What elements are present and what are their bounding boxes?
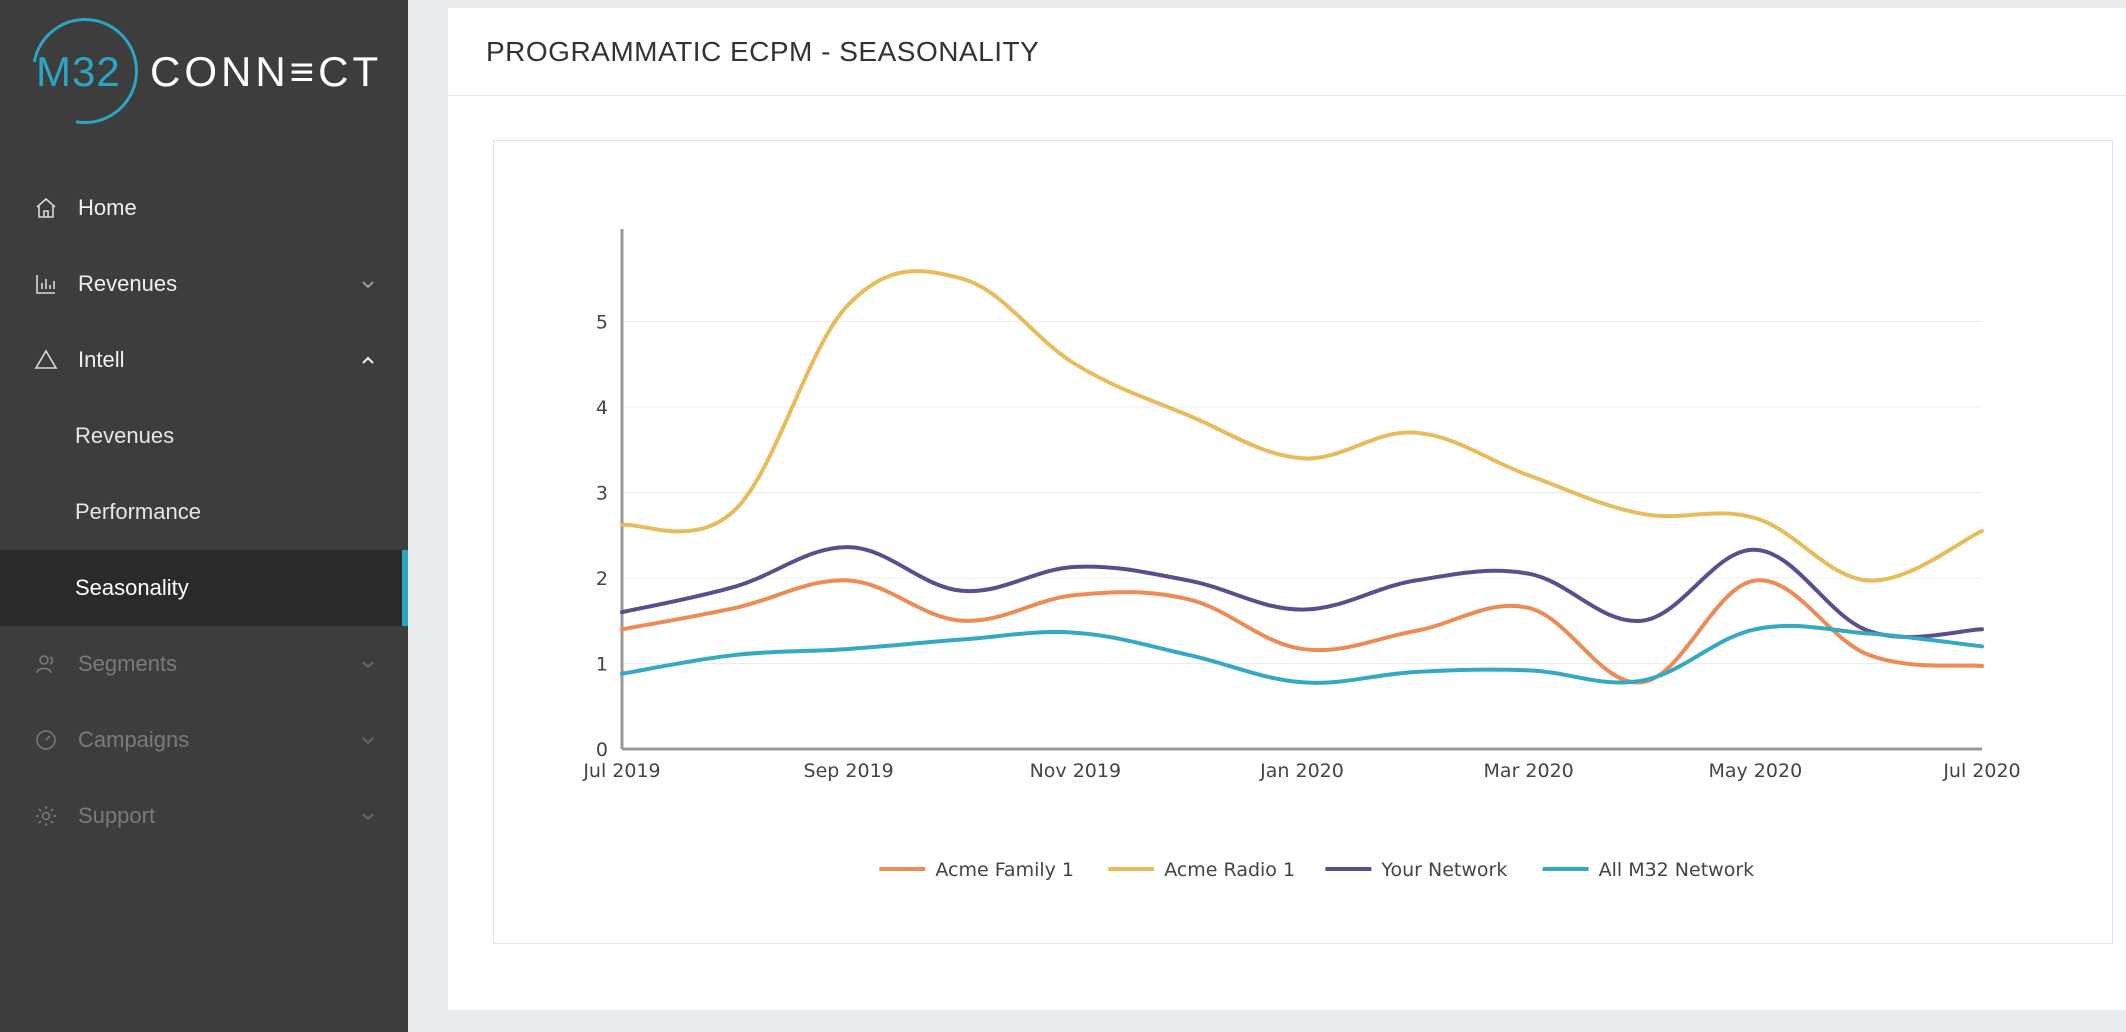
sidebar-item-label: Campaigns [78,727,190,752]
sidebar-item-revenues[interactable]: Revenues [0,246,408,322]
y-tick-label: 2 [596,568,608,590]
y-tick-label: 0 [596,739,608,761]
app-logo[interactable]: M32 CONN≡CT [11,0,392,145]
seasonality-chart[interactable]: 0 1 2 3 4 5 Jul 2019 Sep 2019 Nov 2019 Jan 2020 Ma… [494,141,2114,945]
chart-card: 0 1 2 3 4 5 Jul 2019 Sep 2019 Nov 2019 Jan 2020 Ma… [493,140,2113,944]
sidebar-item-intell[interactable]: Intell [0,322,408,398]
sidebar-subitem-revenues[interactable]: Revenues [75,423,175,448]
sidebar-subitem-performance[interactable]: Performance [75,499,201,524]
y-tick-label: 4 [596,397,608,419]
sidebar-item-label: Home [78,195,137,220]
legend-label-your-network: Your Network [1380,859,1507,881]
sidebar-item-segments[interactable]: Segments [0,626,408,702]
chevron-down-icon [358,654,378,674]
sidebar-item-label: Revenues [78,271,178,296]
sidebar-item-campaigns[interactable]: Campaigns [0,702,408,778]
y-tick-label: 1 [596,653,608,675]
logo-word: CONN≡CT [150,48,383,95]
chevron-down-icon [358,730,378,750]
x-tick-label: Sep 2019 [804,760,894,782]
x-tick-label: May 2020 [1708,760,1802,782]
y-tick-label: 5 [596,311,608,333]
main-panel: PROGRAMMATIC ECPM - SEASONALITY 0 1 2 3 4 5 Ju… [448,8,2126,1010]
x-tick-label: Nov 2019 [1030,760,1121,782]
sidebar-item-support[interactable]: Support [0,778,408,854]
sidebar-item-label: Support [78,803,156,828]
gauge-icon [34,728,58,752]
page-title: PROGRAMMATIC ECPM - SEASONALITY [448,8,2126,96]
sidebar-item-label: Segments [78,651,178,676]
legend-label-all-m32-network: All M32 Network [1599,859,1755,881]
gear-icon [34,804,58,828]
chevron-down-icon [358,806,378,826]
series-line-acme-radio-1 [620,269,1984,583]
users-icon [34,652,58,676]
legend-label-acme-radio-1: Acme Radio 1 [1164,859,1295,881]
sidebar-item-home[interactable]: Home [0,170,408,246]
sidebar-item-label: Intell [78,347,125,372]
y-tick-label: 3 [596,482,608,504]
x-tick-label: Jan 2020 [1259,760,1344,782]
chevron-down-icon [358,274,378,294]
legend-label-acme-family-1: Acme Family 1 [935,859,1074,881]
series-line-your-network [620,545,1984,639]
x-tick-label: Mar 2020 [1484,760,1574,782]
series-line-all-m32-network [620,623,1984,685]
logo-mark: M32 [36,48,121,95]
x-tick-label: Jul 2020 [1942,760,2020,782]
triangle-icon [34,348,58,372]
x-tick-label: Jul 2019 [582,760,660,782]
sidebar: M32 CONN≡CT Home Revenues Intell [0,0,408,1032]
bar-chart-icon [34,272,58,296]
sidebar-subitem-seasonality[interactable]: Seasonality [0,550,408,626]
series-line-acme-family-1 [620,578,1984,685]
chevron-up-icon [358,350,378,370]
sidebar-nav: Home Revenues Intell Revenues Performanc… [0,170,408,854]
home-icon [34,196,58,220]
